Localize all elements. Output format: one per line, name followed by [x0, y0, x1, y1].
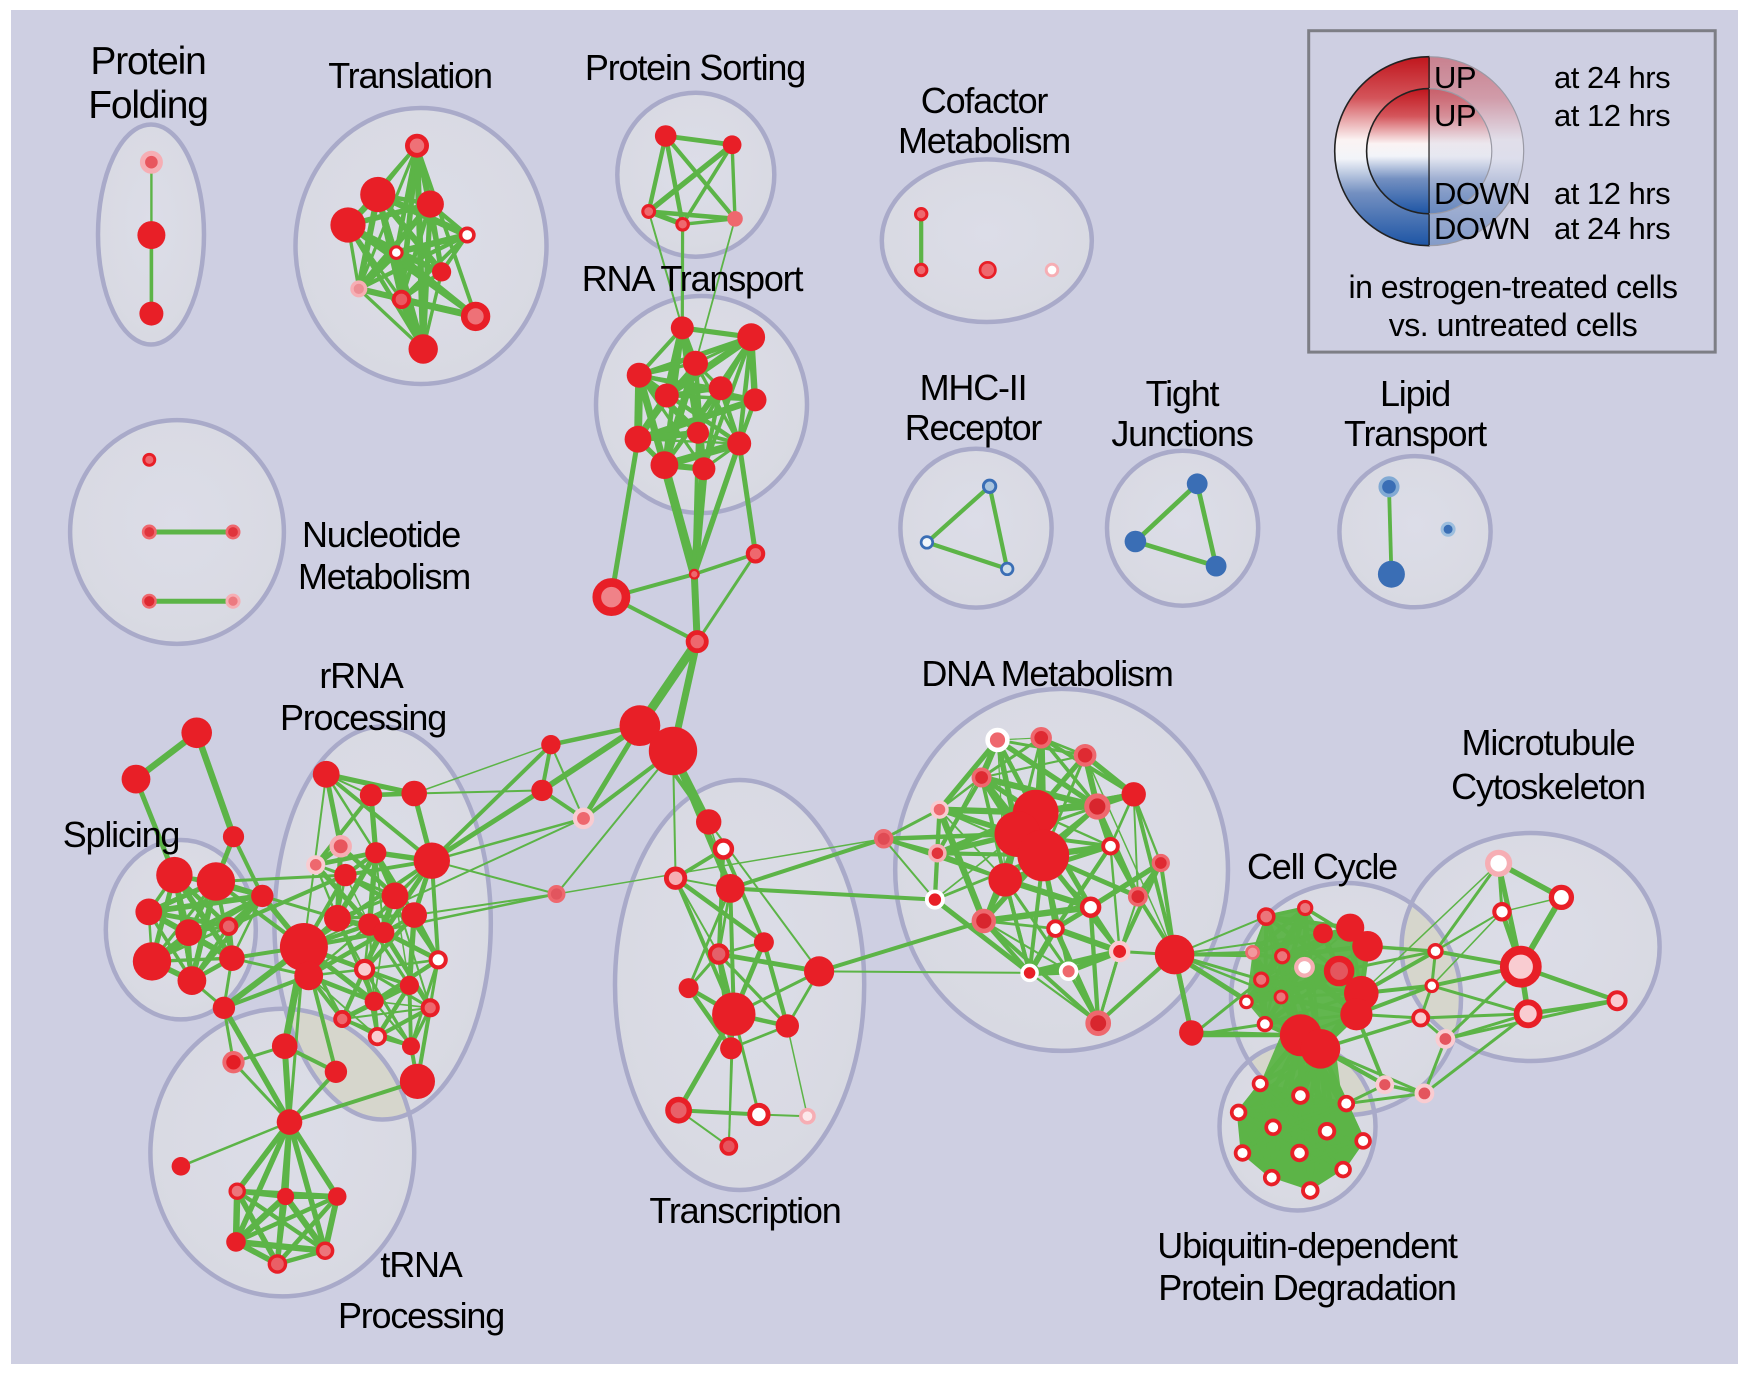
- svg-text:Metabolism: Metabolism: [898, 120, 1070, 161]
- svg-text:rRNA: rRNA: [319, 655, 403, 696]
- svg-text:Tight: Tight: [1146, 373, 1220, 414]
- svg-text:Folding: Folding: [88, 84, 208, 127]
- svg-text:Protein Degradation: Protein Degradation: [1158, 1267, 1455, 1308]
- svg-text:Nucleotide: Nucleotide: [302, 514, 460, 555]
- svg-text:vs. untreated cells: vs. untreated cells: [1389, 307, 1637, 343]
- svg-text:at 12 hrs: at 12 hrs: [1554, 98, 1670, 133]
- svg-text:DNA Metabolism: DNA Metabolism: [921, 653, 1172, 694]
- svg-text:Metabolism: Metabolism: [298, 556, 470, 597]
- svg-text:Cell Cycle: Cell Cycle: [1247, 846, 1397, 887]
- svg-text:Transcription: Transcription: [649, 1190, 840, 1231]
- svg-text:DOWN: DOWN: [1434, 211, 1530, 246]
- svg-text:at 24 hrs: at 24 hrs: [1554, 60, 1670, 95]
- svg-text:Microtubule: Microtubule: [1462, 722, 1635, 763]
- svg-text:Ubiquitin-dependent: Ubiquitin-dependent: [1157, 1225, 1458, 1266]
- svg-text:Cytoskeleton: Cytoskeleton: [1451, 766, 1645, 807]
- svg-text:UP: UP: [1434, 60, 1476, 95]
- svg-text:tRNA: tRNA: [380, 1244, 462, 1285]
- svg-text:Lipid: Lipid: [1380, 373, 1450, 414]
- svg-text:at 24 hrs: at 24 hrs: [1554, 211, 1670, 246]
- svg-text:Translation: Translation: [328, 55, 492, 96]
- svg-text:Cofactor: Cofactor: [921, 80, 1049, 121]
- svg-text:Protein Sorting: Protein Sorting: [585, 47, 805, 88]
- svg-text:MHC-II: MHC-II: [920, 367, 1027, 408]
- svg-text:in estrogen-treated cells: in estrogen-treated cells: [1348, 269, 1677, 305]
- svg-text:DOWN: DOWN: [1434, 176, 1530, 211]
- svg-text:Junctions: Junctions: [1111, 413, 1252, 454]
- svg-text:Processing: Processing: [280, 697, 446, 738]
- svg-text:Transport: Transport: [1344, 413, 1487, 454]
- svg-text:Splicing: Splicing: [63, 814, 179, 855]
- svg-text:Processing: Processing: [338, 1295, 504, 1336]
- svg-text:at 12 hrs: at 12 hrs: [1554, 176, 1670, 211]
- svg-text:RNA Transport: RNA Transport: [582, 258, 804, 299]
- svg-text:UP: UP: [1434, 98, 1476, 133]
- svg-text:Protein: Protein: [90, 40, 205, 83]
- svg-text:Receptor: Receptor: [905, 407, 1043, 448]
